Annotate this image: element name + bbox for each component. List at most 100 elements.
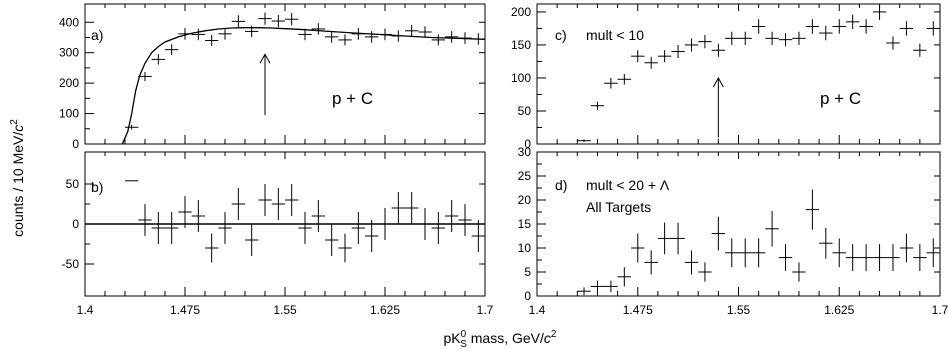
panel-c: 0 50 100 150 200 c) mult < 10 p + C xyxy=(511,3,941,151)
data-point xyxy=(899,233,914,263)
data-point xyxy=(778,33,793,47)
y-tick-label: 50 xyxy=(66,177,80,191)
data-point xyxy=(271,14,285,28)
data-point xyxy=(418,208,432,240)
data-point xyxy=(845,244,860,272)
y-tick-label: 200 xyxy=(511,5,531,19)
fit-curve xyxy=(121,27,486,145)
data-point xyxy=(205,233,219,263)
y-tick-label: 300 xyxy=(59,46,79,60)
y-axis-label: counts / 10 MeV/c2 xyxy=(9,119,26,237)
x-tick-label: 1.55 xyxy=(727,303,751,317)
data-point xyxy=(832,238,846,268)
data-point xyxy=(657,222,672,255)
data-point xyxy=(631,50,645,63)
data-point xyxy=(725,31,739,45)
x-tick-label: 1.475 xyxy=(623,303,653,317)
y-tick-label: -50 xyxy=(62,257,80,271)
data-point xyxy=(617,74,632,85)
signal-arrow-head xyxy=(712,76,724,88)
data-point xyxy=(218,28,232,40)
data-point xyxy=(231,188,245,220)
y-tick-label: 150 xyxy=(511,38,531,52)
panel-label: c) xyxy=(555,27,567,43)
data-point xyxy=(886,244,900,272)
data-point xyxy=(245,224,259,256)
data-point xyxy=(458,32,472,44)
data-point xyxy=(671,44,685,59)
data-point xyxy=(325,31,339,43)
data-point xyxy=(617,267,632,287)
data-point xyxy=(165,44,179,56)
panel-title: mult < 10 xyxy=(586,27,644,43)
data-point xyxy=(351,28,365,40)
data-point xyxy=(738,31,752,45)
data-point xyxy=(577,139,591,143)
data-point xyxy=(391,192,405,224)
data-point xyxy=(231,15,245,28)
data-point xyxy=(125,124,139,130)
data-point xyxy=(832,19,846,34)
y-tick-label: 200 xyxy=(59,76,79,90)
data-point xyxy=(258,184,272,216)
panel-annotation: p + C xyxy=(332,89,373,108)
data-point xyxy=(819,25,833,41)
data-point xyxy=(418,26,432,38)
data-point xyxy=(138,71,152,81)
data-point xyxy=(590,101,605,110)
y-tick-label: 0 xyxy=(72,137,79,151)
data-point xyxy=(684,250,699,275)
data-point xyxy=(311,200,325,232)
data-point xyxy=(431,212,445,244)
data-point xyxy=(151,212,165,244)
data-point xyxy=(338,233,352,263)
data-point xyxy=(845,14,860,30)
data-point xyxy=(311,23,325,35)
data-point xyxy=(859,244,873,272)
data-point xyxy=(738,238,752,268)
data-point xyxy=(378,208,392,240)
data-point xyxy=(378,28,392,41)
data-point xyxy=(604,77,618,89)
data-point xyxy=(191,200,205,232)
y-tick-label: 5 xyxy=(524,265,531,279)
data-point xyxy=(471,33,485,45)
data-point xyxy=(684,38,699,52)
data-point xyxy=(458,204,472,236)
data-point xyxy=(178,196,192,228)
panel-a: 0 100 200 300 400 a) p + C xyxy=(59,3,486,151)
data-point xyxy=(431,34,445,46)
data-point xyxy=(751,238,766,268)
y-tick-label: 20 xyxy=(518,193,532,207)
data-point xyxy=(245,25,259,38)
panel-title: mult < 20 + Λ xyxy=(586,177,670,193)
data-point xyxy=(872,4,887,20)
data-point xyxy=(872,244,887,272)
signal-arrow-head xyxy=(259,53,271,64)
data-point xyxy=(445,200,459,232)
data-point xyxy=(391,30,405,42)
panel-label: d) xyxy=(555,177,567,193)
data-point xyxy=(218,212,232,244)
data-point xyxy=(191,28,205,41)
x-tick-label: 1.625 xyxy=(824,303,854,317)
data-point xyxy=(711,43,726,57)
data-point xyxy=(338,34,352,46)
panel-c-frame xyxy=(536,3,941,145)
data-point xyxy=(765,211,779,247)
data-point xyxy=(165,212,179,244)
x-tick-label: 1.7 xyxy=(932,303,948,317)
data-point xyxy=(805,189,820,230)
data-point xyxy=(698,35,712,49)
data-point xyxy=(258,12,272,25)
x-tick-label: 1.625 xyxy=(370,303,400,317)
data-point xyxy=(271,188,285,220)
panel-label: b) xyxy=(91,179,103,195)
data-point xyxy=(205,35,219,46)
x-tick-label: 1.4 xyxy=(529,303,546,317)
y-tick-label: 100 xyxy=(511,71,531,85)
y-tick-label: 0 xyxy=(524,289,531,303)
data-point xyxy=(657,50,672,63)
data-point xyxy=(325,224,339,256)
